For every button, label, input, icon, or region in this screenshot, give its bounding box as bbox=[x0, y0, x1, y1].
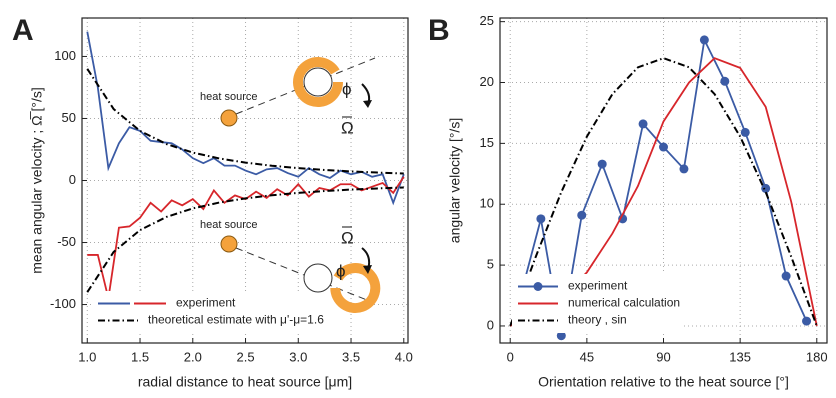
rotor bbox=[330, 263, 381, 313]
marker bbox=[556, 331, 566, 341]
y-tick-label: 10 bbox=[480, 196, 494, 211]
legend-label: numerical calculation bbox=[568, 296, 680, 310]
annotation: heat source bbox=[200, 219, 257, 231]
annotation: ϕ bbox=[336, 261, 346, 280]
y-tick-label: 0 bbox=[487, 317, 494, 332]
series-line bbox=[86, 186, 404, 293]
marker bbox=[536, 214, 546, 224]
rotor-core bbox=[303, 67, 333, 97]
annotation: ϕ bbox=[342, 79, 352, 98]
x-tick-label: 180 bbox=[806, 349, 828, 364]
marker bbox=[679, 164, 689, 174]
x-tick-label: 1.0 bbox=[78, 349, 96, 364]
x-tick-label: 135 bbox=[729, 349, 751, 364]
legend-label: theory , sin bbox=[568, 313, 627, 327]
y-tick-label: -100 bbox=[50, 296, 76, 311]
annotation: Ω bbox=[341, 228, 354, 247]
legend-marker bbox=[533, 282, 543, 291]
y-tick-label: 100 bbox=[54, 48, 76, 63]
panel-label: B bbox=[428, 14, 450, 47]
y-tick-label: 50 bbox=[62, 110, 76, 125]
arrow-head bbox=[363, 100, 372, 108]
rotor bbox=[293, 57, 343, 107]
x-axis-title: Orientation relative to the heat source … bbox=[538, 374, 789, 390]
legend-label: theoretical estimate with μ'-μ=1.6 bbox=[148, 313, 324, 327]
marker bbox=[720, 76, 730, 86]
y-tick-label: 20 bbox=[480, 74, 494, 89]
x-tick-label: 3.0 bbox=[289, 349, 307, 364]
plot-area bbox=[82, 18, 408, 343]
diagram: heat source ϕ Ω heat source ϕ Ω bbox=[200, 57, 381, 313]
marker bbox=[781, 271, 791, 281]
marker bbox=[659, 142, 668, 152]
marker bbox=[577, 210, 587, 220]
plot-frame bbox=[499, 17, 828, 344]
plot-frame bbox=[81, 17, 409, 344]
marker bbox=[638, 119, 648, 129]
y-tick-label: 15 bbox=[480, 135, 494, 150]
heat-source bbox=[220, 235, 238, 253]
marker bbox=[802, 316, 812, 326]
series-line bbox=[86, 31, 405, 206]
x-tick-label: 4.0 bbox=[395, 349, 413, 364]
y-axis-title: mean angular velocity ; Ω̅ [°/s] bbox=[29, 87, 45, 273]
annotation: heat source bbox=[200, 91, 257, 103]
x-tick-label: 0 bbox=[507, 349, 514, 364]
marker bbox=[699, 35, 709, 45]
x-tick-label: 3.5 bbox=[342, 349, 360, 364]
marker bbox=[618, 214, 628, 224]
legend-box bbox=[92, 291, 342, 333]
marker bbox=[761, 183, 771, 193]
annotation: Ω bbox=[341, 118, 354, 137]
x-tick-label: 2.5 bbox=[236, 349, 254, 364]
x-tick-label: 2.0 bbox=[184, 349, 202, 364]
arrow-head bbox=[363, 265, 372, 274]
y-tick-label: 0 bbox=[69, 172, 76, 187]
y-tick-label: -50 bbox=[57, 234, 76, 249]
rotor-core bbox=[303, 263, 333, 293]
x-axis-title: radial distance to heat source [μm] bbox=[138, 374, 352, 390]
y-tick-label: 25 bbox=[480, 13, 494, 28]
marker bbox=[597, 159, 607, 169]
y-tick-label: 5 bbox=[487, 257, 494, 272]
x-tick-label: 45 bbox=[580, 349, 594, 364]
x-tick-label: 90 bbox=[656, 349, 670, 364]
legend-label: experiment bbox=[176, 296, 236, 310]
y-axis-title: angular velocity [°/s] bbox=[447, 118, 463, 243]
marker bbox=[740, 127, 750, 137]
legend-label: experiment bbox=[568, 279, 628, 293]
x-tick-label: 1.5 bbox=[131, 349, 149, 364]
panel-label: A bbox=[12, 14, 34, 47]
heat-source bbox=[220, 109, 238, 127]
series-line bbox=[86, 68, 404, 175]
